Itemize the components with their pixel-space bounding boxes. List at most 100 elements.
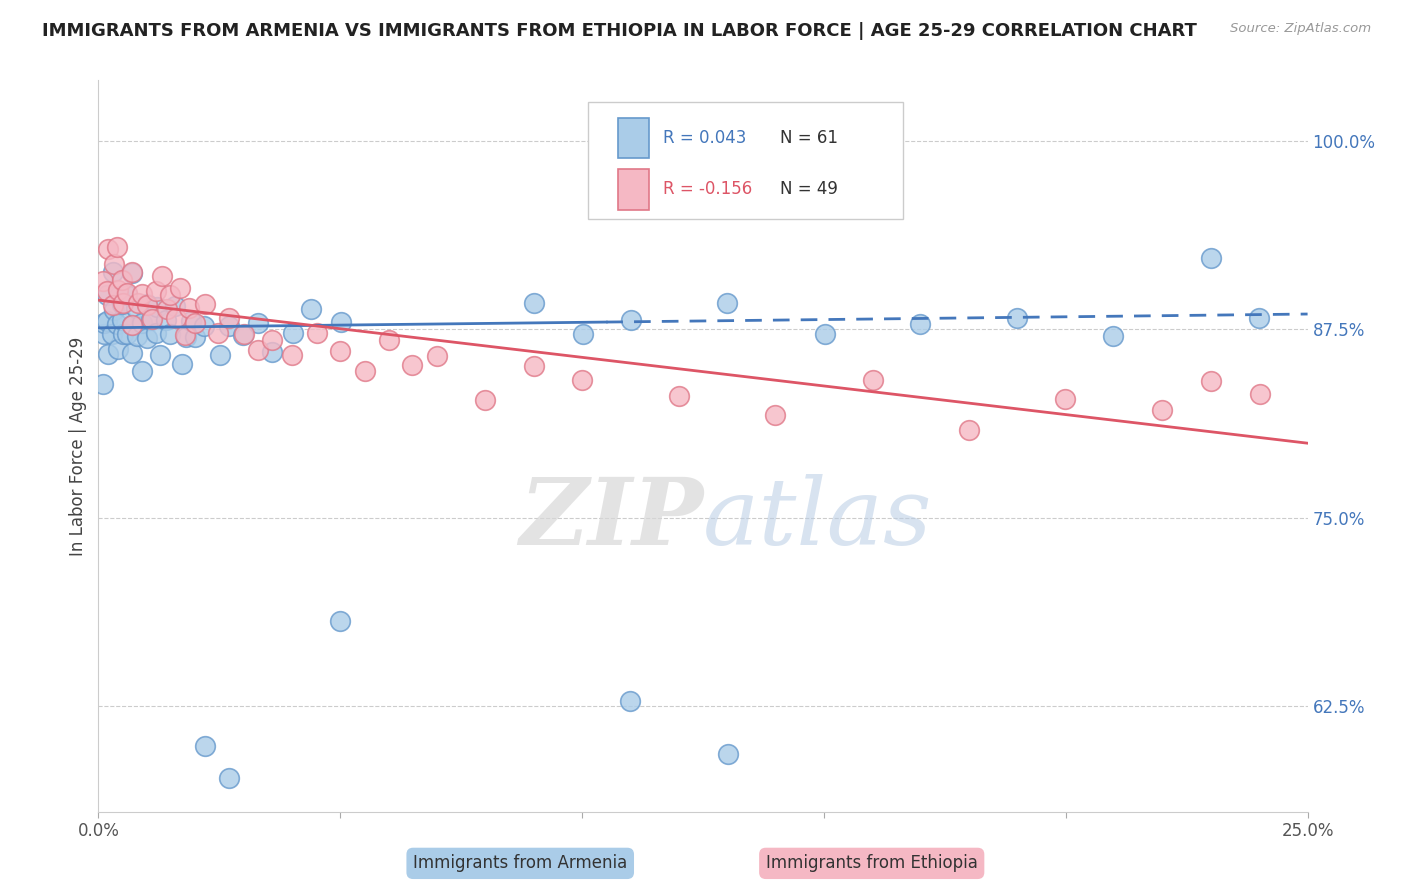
Point	[150, 268, 173, 283]
Point	[862, 373, 884, 387]
Point	[281, 326, 304, 340]
Point	[121, 265, 143, 279]
Text: atlas: atlas	[703, 475, 932, 564]
Point	[121, 318, 143, 332]
Point	[91, 274, 114, 288]
Point	[145, 326, 167, 340]
Text: Source: ZipAtlas.com: Source: ZipAtlas.com	[1230, 22, 1371, 36]
Point	[194, 739, 217, 754]
Point	[763, 408, 786, 422]
Point	[233, 327, 256, 342]
FancyBboxPatch shape	[588, 103, 903, 219]
Point	[139, 313, 162, 327]
Point	[115, 288, 138, 302]
Point	[91, 376, 114, 391]
Point	[115, 285, 138, 300]
Point	[93, 316, 115, 330]
Text: ZIP: ZIP	[519, 475, 703, 564]
Point	[668, 389, 690, 403]
Point	[101, 298, 124, 312]
Text: Immigrants from Ethiopia: Immigrants from Ethiopia	[766, 855, 977, 872]
Point	[107, 343, 129, 357]
Text: N = 61: N = 61	[780, 129, 838, 147]
Text: Immigrants from Armenia: Immigrants from Armenia	[413, 855, 627, 872]
Point	[96, 314, 118, 328]
Point	[1199, 252, 1222, 266]
Point	[571, 373, 593, 387]
Text: IMMIGRANTS FROM ARMENIA VS IMMIGRANTS FROM ETHIOPIA IN LABOR FORCE | AGE 25-29 C: IMMIGRANTS FROM ARMENIA VS IMMIGRANTS FR…	[42, 22, 1197, 40]
Point	[305, 326, 328, 340]
Point	[96, 285, 118, 299]
Point	[111, 312, 134, 326]
Point	[619, 693, 641, 707]
Point	[121, 346, 143, 360]
Point	[155, 312, 177, 326]
Point	[247, 316, 270, 330]
Point	[101, 326, 124, 341]
Point	[260, 334, 283, 348]
Point	[111, 297, 134, 311]
Point	[329, 315, 352, 329]
Point	[145, 284, 167, 298]
Point	[97, 242, 120, 256]
Point	[101, 265, 124, 279]
Point	[145, 300, 167, 314]
Point	[957, 423, 980, 437]
Point	[127, 296, 149, 310]
Point	[159, 288, 181, 302]
Point	[329, 614, 352, 628]
Point	[1199, 374, 1222, 388]
Point	[163, 299, 186, 313]
FancyBboxPatch shape	[619, 169, 648, 210]
Point	[159, 327, 181, 342]
Point	[260, 344, 283, 359]
Point	[1005, 311, 1028, 326]
Point	[135, 331, 157, 345]
Text: N = 49: N = 49	[780, 180, 838, 198]
Point	[329, 343, 352, 358]
Text: R = -0.156: R = -0.156	[664, 180, 752, 198]
Point	[193, 318, 215, 333]
Point	[353, 364, 375, 378]
Y-axis label: In Labor Force | Age 25-29: In Labor Force | Age 25-29	[69, 336, 87, 556]
Point	[121, 266, 143, 280]
Point	[107, 283, 129, 297]
Point	[105, 240, 128, 254]
Point	[174, 328, 197, 343]
Point	[523, 359, 546, 374]
Point	[218, 771, 240, 785]
Point	[165, 310, 187, 325]
Point	[105, 318, 128, 332]
Point	[1249, 387, 1271, 401]
Point	[97, 347, 120, 361]
Point	[299, 301, 322, 316]
Point	[378, 333, 401, 347]
Point	[1150, 402, 1173, 417]
Point	[131, 364, 153, 378]
Point	[401, 359, 423, 373]
Point	[103, 257, 125, 271]
Point	[111, 272, 134, 286]
Point	[125, 301, 148, 315]
Point	[218, 318, 240, 333]
Point	[170, 357, 193, 371]
Point	[180, 314, 202, 328]
Point	[1054, 392, 1077, 406]
Text: R = 0.043: R = 0.043	[664, 129, 747, 147]
Point	[93, 326, 115, 341]
Point	[112, 326, 135, 341]
Point	[156, 301, 179, 316]
Point	[176, 329, 198, 343]
Point	[96, 287, 118, 301]
Point	[179, 301, 201, 315]
Point	[103, 303, 125, 318]
Point	[523, 295, 546, 310]
Point	[135, 298, 157, 312]
Point	[115, 327, 138, 342]
Point	[281, 348, 304, 362]
Point	[111, 295, 134, 310]
Point	[184, 316, 207, 330]
FancyBboxPatch shape	[619, 118, 648, 158]
Point	[474, 392, 496, 407]
Point	[426, 349, 449, 363]
